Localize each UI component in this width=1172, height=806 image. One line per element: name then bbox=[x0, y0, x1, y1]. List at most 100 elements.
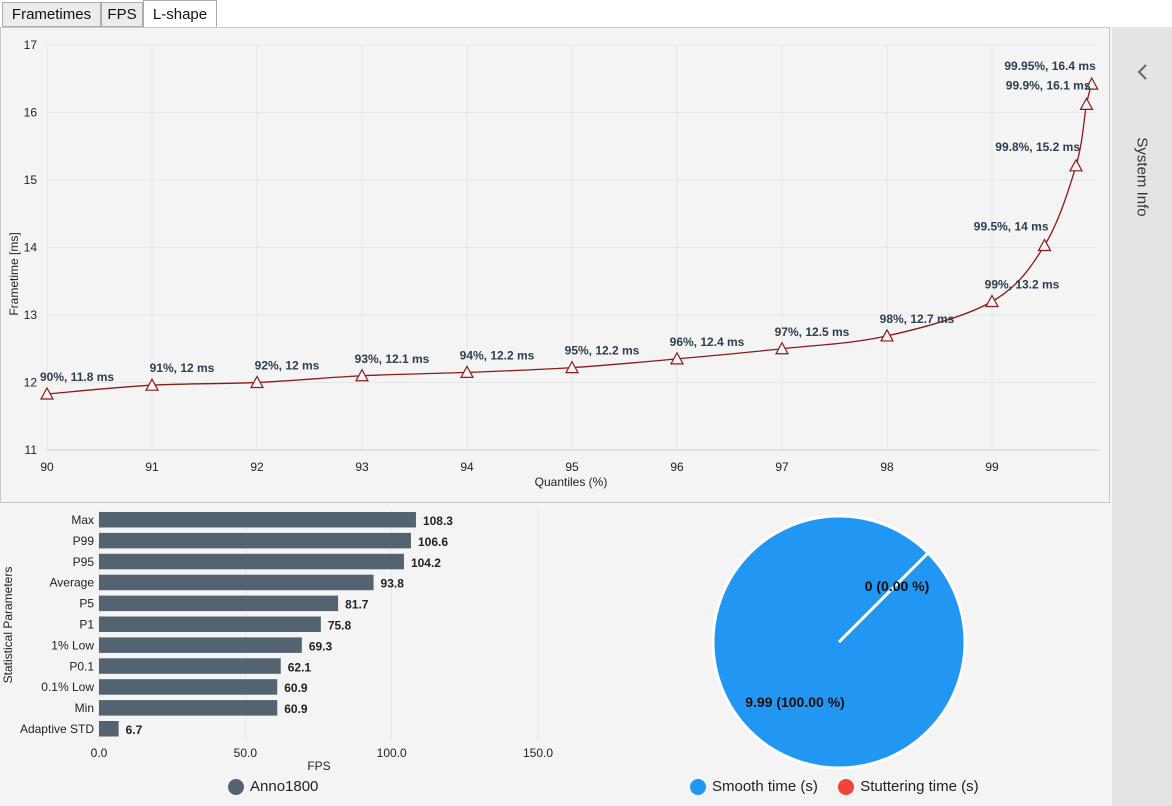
data-point-marker bbox=[249, 375, 265, 389]
legend-label-stutter: Stuttering time (s) bbox=[860, 778, 979, 795]
x-tick-label: 92 bbox=[250, 460, 264, 474]
x-axis-ticks: 90 91 92 93 94 95 96 97 98 99 bbox=[40, 460, 999, 474]
data-point-marker bbox=[354, 368, 370, 382]
data-point-marker bbox=[564, 360, 580, 374]
bar-category-label: Max bbox=[71, 513, 94, 527]
l-shape-chart-panel: 11 12 13 14 15 16 17 90 91 92 93 94 95 96 97 98 99 90%,… bbox=[0, 27, 1110, 503]
marker-group bbox=[39, 76, 1099, 400]
legend-label-smooth: Smooth time (s) bbox=[712, 778, 818, 795]
bar-y-axis-title: Statistical Parameters bbox=[1, 567, 15, 684]
bar-value-label: 60.9 bbox=[284, 702, 308, 716]
pie-legend: Smooth time (s) Stuttering time (s) bbox=[690, 778, 979, 796]
system-info-sidebar: System Info bbox=[1112, 27, 1172, 806]
y-tick-label: 11 bbox=[25, 443, 38, 457]
tab-l-shape[interactable]: L-shape bbox=[143, 0, 217, 28]
data-point-label: 98%, 12.7 ms bbox=[880, 312, 955, 326]
y-tick-label: 16 bbox=[24, 106, 38, 120]
data-point-marker bbox=[879, 328, 895, 342]
chevron-left-icon[interactable] bbox=[1132, 61, 1154, 83]
bar-x-axis-title: FPS bbox=[307, 759, 330, 773]
bar-x-tick-label: 150.0 bbox=[523, 746, 553, 760]
bar-x-ticks: 0.0 50.0 100.0 150.0 bbox=[91, 746, 554, 760]
bar-category-label: Adaptive STD bbox=[20, 722, 94, 736]
data-point-marker bbox=[459, 365, 475, 378]
bar bbox=[99, 700, 278, 716]
x-tick-label: 90 bbox=[40, 460, 54, 474]
tab-fps[interactable]: FPS bbox=[101, 2, 143, 27]
bar-category-label: 0.1% Low bbox=[41, 680, 94, 694]
data-point-label: 91%, 12 ms bbox=[150, 361, 215, 375]
bar-legend: Anno1800 bbox=[228, 778, 319, 796]
bar-category-label: P0.1 bbox=[69, 659, 94, 673]
tab-frametimes[interactable]: Frametimes bbox=[2, 2, 101, 27]
y-tick-label: 12 bbox=[24, 376, 38, 390]
x-tick-label: 99 bbox=[985, 460, 999, 474]
pie-slice-stutter bbox=[837, 551, 930, 644]
x-tick-label: 95 bbox=[565, 460, 579, 474]
bar-value-label: 6.7 bbox=[126, 723, 143, 737]
tab-bar: Frametimes FPS L-shape bbox=[0, 0, 1172, 28]
bar-category-label: Average bbox=[50, 576, 95, 590]
y-tick-label: 15 bbox=[24, 173, 38, 187]
bar-category-labels: Max P99 P95 Average P5 P1 1% Low P0.1 0.1% Low Mi… bbox=[20, 513, 94, 736]
data-point-label: 97%, 12.5 ms bbox=[775, 325, 850, 339]
bar-group bbox=[99, 512, 416, 737]
bar-legend-label: Anno1800 bbox=[250, 778, 319, 795]
y-tick-label: 17 bbox=[24, 38, 38, 52]
bar-value-label: 81.7 bbox=[345, 598, 369, 612]
bar bbox=[99, 553, 404, 570]
bar-value-label: 62.1 bbox=[288, 660, 312, 674]
bar-category-label: Min bbox=[75, 701, 94, 715]
bar-category-label: 1% Low bbox=[51, 638, 94, 652]
bar bbox=[99, 616, 321, 632]
bar-category-label: P95 bbox=[73, 555, 95, 569]
x-tick-label: 96 bbox=[670, 460, 684, 474]
data-point-label: 99.9%, 16.1 ms bbox=[1006, 78, 1091, 92]
data-point-marker bbox=[144, 377, 160, 391]
legend-swatch-stutter bbox=[838, 779, 855, 796]
system-info-label[interactable]: System Info bbox=[1133, 137, 1151, 217]
bar bbox=[99, 574, 374, 591]
data-point-marker bbox=[669, 351, 685, 365]
bar bbox=[99, 512, 416, 528]
data-point-label: 93%, 12.1 ms bbox=[355, 352, 430, 366]
bar-x-tick-label: 0.0 bbox=[91, 746, 108, 760]
data-point-label: 95%, 12.2 ms bbox=[565, 344, 640, 358]
data-point-marker bbox=[774, 341, 790, 355]
bar-category-label: P99 bbox=[73, 534, 95, 548]
bar bbox=[99, 721, 119, 737]
x-tick-label: 97 bbox=[775, 460, 789, 474]
bar-legend-swatch bbox=[228, 779, 244, 796]
data-point-marker bbox=[1037, 238, 1052, 252]
pie-label-stutter: 0 (0.00 %) bbox=[865, 578, 930, 594]
data-point-marker bbox=[1084, 76, 1099, 90]
bar-value-label: 69.3 bbox=[309, 639, 333, 653]
bar-category-label: P1 bbox=[79, 618, 94, 632]
y-axis-ticks: 11 12 13 14 15 16 17 bbox=[24, 38, 38, 457]
data-point-label: 99.5%, 14 ms bbox=[974, 219, 1049, 233]
l-shape-chart: 11 12 13 14 15 16 17 90 91 92 93 94 95 96 97 98 99 90%,… bbox=[7, 38, 1099, 489]
data-point-marker bbox=[39, 386, 55, 400]
x-tick-label: 94 bbox=[460, 460, 474, 474]
bar-value-label: 108.3 bbox=[423, 514, 453, 528]
data-point-label: 92%, 12 ms bbox=[255, 359, 320, 373]
data-point-label: 96%, 12.4 ms bbox=[670, 335, 745, 349]
bar-x-tick-label: 50.0 bbox=[234, 746, 258, 760]
bar-value-label: 60.9 bbox=[284, 681, 308, 695]
data-point-label: 99.8%, 15.2 ms bbox=[995, 140, 1080, 154]
bar-value-label: 75.8 bbox=[328, 619, 352, 633]
statistical-parameters-chart: Max P99 P95 Average P5 P1 1% Low P0.1 0.1% Low Mi… bbox=[1, 510, 554, 773]
bar-x-tick-label: 100.0 bbox=[377, 746, 407, 760]
data-point-label: 90%, 11.8 ms bbox=[40, 370, 114, 384]
data-point-label: 94%, 12.2 ms bbox=[460, 348, 535, 362]
pie-label-smooth: 9.99 (100.00 %) bbox=[745, 694, 845, 710]
x-tick-label: 93 bbox=[355, 460, 369, 474]
y-tick-label: 13 bbox=[24, 308, 38, 322]
bar-category-label: P5 bbox=[79, 597, 94, 611]
bar-value-labels: 108.3 106.6 104.2 93.8 81.7 75.8 69.3 62.1 60.9 6… bbox=[126, 514, 454, 737]
bar-value-label: 106.6 bbox=[418, 535, 448, 549]
bar bbox=[99, 679, 278, 695]
bar-value-label: 104.2 bbox=[411, 556, 441, 570]
data-point-marker bbox=[984, 294, 1000, 308]
y-axis-title: Frametime [ms] bbox=[7, 232, 21, 315]
